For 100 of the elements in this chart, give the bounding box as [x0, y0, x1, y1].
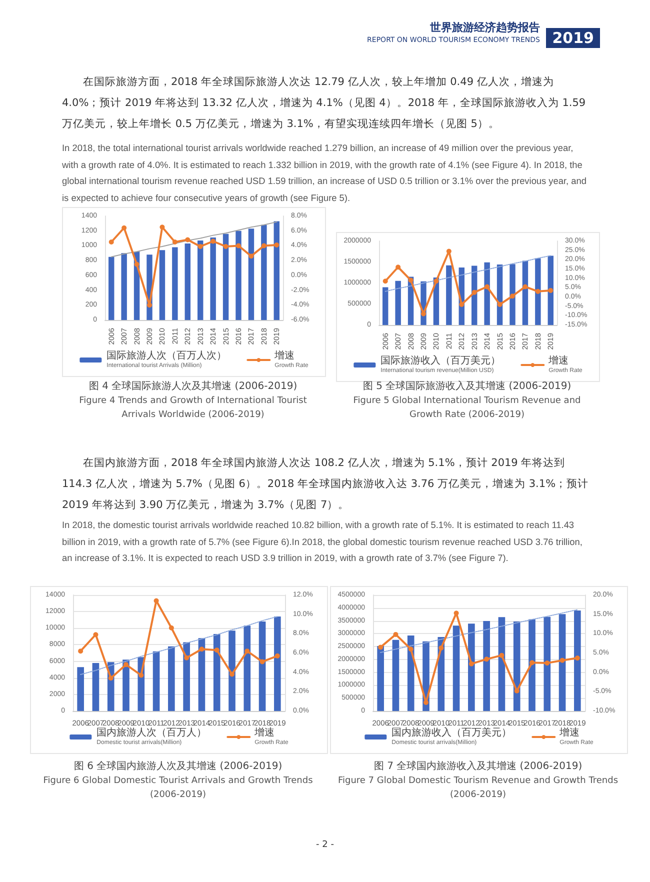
- bar: [236, 230, 242, 320]
- point: [514, 688, 520, 694]
- bar: [172, 247, 178, 320]
- point: [484, 656, 490, 662]
- point: [548, 288, 554, 293]
- bar: [184, 243, 191, 320]
- point: [574, 656, 580, 661]
- point: [230, 672, 234, 677]
- point: [499, 652, 504, 658]
- bar: [213, 634, 220, 711]
- point: [210, 238, 216, 244]
- point: [396, 264, 401, 270]
- point: [459, 302, 464, 307]
- point: [93, 632, 98, 638]
- bar: [77, 667, 84, 711]
- point: [274, 653, 280, 658]
- bar: [407, 635, 414, 711]
- bar: [258, 622, 266, 711]
- bar: [522, 260, 528, 325]
- point: [198, 244, 203, 249]
- point: [122, 225, 127, 230]
- bar: [168, 646, 175, 711]
- point: [199, 646, 204, 652]
- bar: [122, 660, 130, 711]
- point: [168, 625, 174, 630]
- bar: [558, 614, 566, 711]
- point: [154, 598, 159, 604]
- bar: [535, 258, 541, 325]
- point: [134, 262, 140, 267]
- point: [184, 655, 190, 660]
- bar: [159, 250, 166, 320]
- text: 在国际旅游方面，2018 年全球国际旅游人次达 12.79 亿人次，较上年增加 0.49 亿人次，增速为 4.0%；预计 2019 年将达到 13.32 亿人次，增速为 4.1%（见图 4）。2018 年，全球国际旅游收入为 1.59 万亿美元，较上年增长 0.5 万亿美元，增速为 3.1%，有望实现连续四年增长（见图 5）。: [62, 75, 587, 132]
- bar: [197, 240, 204, 320]
- point: [261, 243, 266, 248]
- bar: [183, 642, 190, 711]
- point: [438, 645, 444, 650]
- bar: [468, 624, 475, 711]
- point: [530, 660, 534, 666]
- point: [223, 244, 228, 249]
- bar: [198, 638, 206, 711]
- line-series: [384, 255, 552, 292]
- bar: [528, 619, 536, 711]
- bar: [452, 626, 460, 711]
- point: [510, 294, 515, 299]
- point: [434, 278, 439, 284]
- bar: [484, 262, 490, 325]
- point: [408, 278, 414, 283]
- text: Figure 7 Global Domestic Tourism Revenue and Growth Trends (2006-2019): [336, 775, 620, 802]
- text: 图 5 全球国际旅游收入及其增速 (2006-2019): [362, 380, 572, 394]
- point: [393, 632, 398, 637]
- point: [248, 254, 254, 259]
- line-series: [80, 616, 278, 676]
- bar: [274, 616, 281, 711]
- line-series: [110, 221, 278, 258]
- text: Figure 6 Global Domestic Tourist Arrivals and Growth Trends (2006-2019): [42, 775, 314, 802]
- bar: [496, 264, 503, 325]
- bar: [513, 622, 520, 711]
- text: - 2 -: [315, 840, 335, 850]
- text: 2019: [546, 28, 600, 48]
- bar: [274, 221, 280, 320]
- bar: [261, 224, 267, 320]
- text: 图 4 全球国际旅游人次及其增速 (2006-2019): [88, 380, 298, 394]
- point: [382, 278, 388, 284]
- point: [484, 284, 490, 290]
- point: [260, 659, 265, 664]
- point: [236, 243, 241, 248]
- bar: [152, 651, 160, 711]
- point: [472, 290, 477, 295]
- text: In 2018, the total international tourist arrivals worldwide reached 1.279 billion, an increase of 49 million over the previous year, with a growth rate of 4.0%. It is estimated to reach 1.332 billion in 2019, with the growth rate of 4.1% (see Figure 4). In 2018, the global international tourism revenue reached USD 1.59 trillion, an increase of USD 0.5 trillion or 3.1% over the previous year, and is expected to achieve four consecutive years of growth (see Figure 5).: [62, 142, 588, 205]
- bar: [446, 265, 452, 325]
- text: 图 6 全球国内旅游人次及其增速 (2006-2019): [72, 760, 284, 774]
- point: [446, 248, 452, 254]
- text: 世界旅游经济趋势报告: [430, 20, 540, 35]
- bar: [108, 256, 114, 320]
- text: Figure 5 Global International Tourism Revenue and Growth Rate (2006-2019): [352, 395, 582, 422]
- point: [408, 646, 414, 652]
- bar: [548, 256, 554, 325]
- bar: [395, 280, 401, 325]
- text: In 2018, the domestic tourist arrivals worldwide reached 10.82 billion, with a growth rate of 5.1%. It is estimated to reach 11.43 billion in 2019, with a growth rate of 5.7% (see Figure 6).In 2018, the global domestic tourism revenue reached USD 3.76 trillion, an increase of 3.1%. It is expected to reach USD 3.9 trillion in 2019, with a growth rate of 3.7% (see Figure 7).: [62, 519, 584, 565]
- point: [535, 288, 540, 294]
- bar: [392, 640, 400, 711]
- point: [544, 660, 550, 666]
- point: [378, 644, 384, 650]
- bar: [222, 234, 229, 320]
- point: [185, 237, 190, 242]
- bar: [510, 264, 516, 325]
- bar: [471, 266, 478, 325]
- point: [468, 661, 474, 666]
- point: [160, 224, 165, 230]
- point: [172, 240, 178, 244]
- point: [108, 240, 114, 244]
- bar: [121, 253, 127, 320]
- bar: [483, 621, 490, 711]
- point: [78, 648, 84, 654]
- point: [522, 284, 528, 290]
- point: [124, 662, 128, 668]
- text: Figure 4 Trends and Growth of International Tourist Arrivals Worldwide (2006-2019): [78, 395, 308, 422]
- text: 图 7 全球国内旅游收入及其增速 (2006-2019): [372, 760, 584, 774]
- text: 在国内旅游方面，2018 年全球国内旅游人次达 108.2 亿人次，增速为 5.1%，预计 2019 年将达到 114.3 亿人次，增速为 5.7%（见图 6）。2018 年全球国内旅游收入达 3.76 万亿美元，增速为 3.1%；预计 2019 年将达到 3.90 万亿美元，增速为 3.7%（见图 7）。: [62, 456, 590, 513]
- bar: [248, 228, 254, 320]
